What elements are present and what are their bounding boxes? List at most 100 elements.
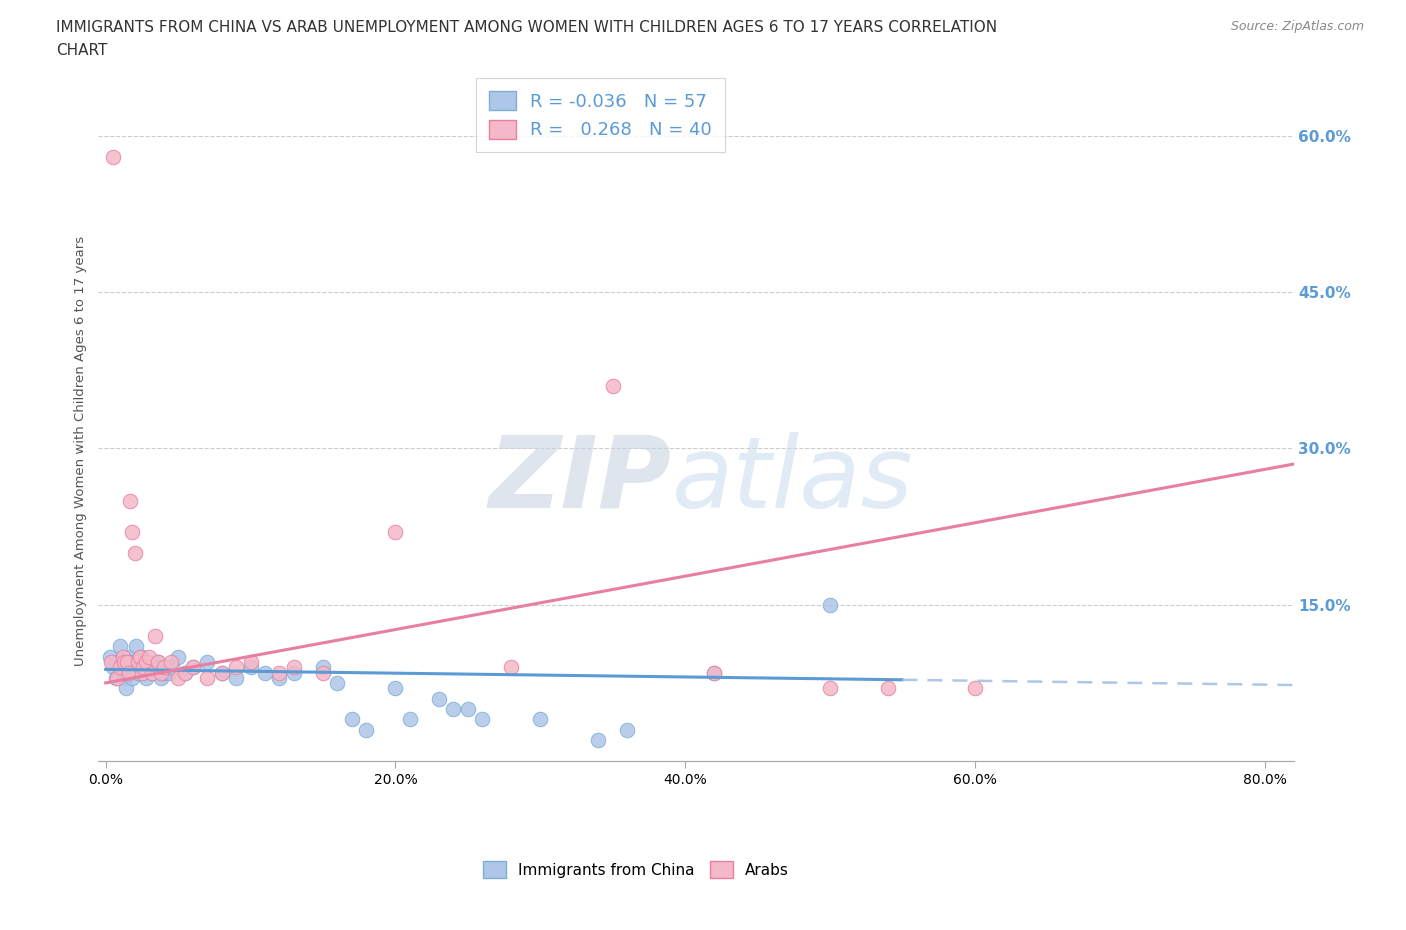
Point <box>112 649 135 664</box>
Point <box>174 665 197 680</box>
Y-axis label: Unemployment Among Women with Children Ages 6 to 17 years: Unemployment Among Women with Children A… <box>75 236 87 666</box>
Point <box>181 660 204 675</box>
Point <box>117 655 139 670</box>
Point <box>146 655 169 670</box>
Point <box>138 649 160 664</box>
Point <box>98 649 121 664</box>
Point <box>356 723 378 737</box>
Point <box>384 525 406 539</box>
Point <box>586 733 609 748</box>
Text: IMMIGRANTS FROM CHINA VS ARAB UNEMPLOYMENT AMONG WOMEN WITH CHILDREN AGES 6 TO 1: IMMIGRANTS FROM CHINA VS ARAB UNEMPLOYME… <box>56 20 997 35</box>
Point <box>427 691 450 706</box>
Point <box>326 675 349 690</box>
Point <box>127 665 149 680</box>
Point <box>239 655 262 670</box>
Point <box>141 665 163 680</box>
Point <box>501 660 523 675</box>
Point <box>138 655 160 670</box>
Legend: Immigrants from China, Arabs: Immigrants from China, Arabs <box>477 856 796 884</box>
Point <box>195 671 218 685</box>
Point <box>108 660 131 675</box>
Point <box>124 655 146 670</box>
Point <box>110 655 132 670</box>
Point <box>131 649 153 664</box>
Point <box>703 665 725 680</box>
Point <box>312 660 335 675</box>
Point <box>120 493 142 508</box>
Point <box>602 379 624 393</box>
Text: CHART: CHART <box>56 43 108 58</box>
Point <box>115 681 138 696</box>
Point <box>128 660 150 675</box>
Point <box>104 671 127 685</box>
Point <box>818 597 841 612</box>
Point <box>225 671 247 685</box>
Point <box>105 671 128 685</box>
Point <box>152 665 174 680</box>
Point <box>127 655 149 670</box>
Point <box>135 655 157 670</box>
Point <box>225 660 247 675</box>
Point <box>167 671 190 685</box>
Point <box>529 712 551 727</box>
Point <box>129 655 152 670</box>
Point <box>471 712 494 727</box>
Point <box>152 660 174 675</box>
Point <box>195 655 218 670</box>
Text: ZIP: ZIP <box>489 432 672 529</box>
Point <box>703 665 725 680</box>
Point <box>132 660 155 675</box>
Point <box>125 639 148 654</box>
Point <box>149 665 172 680</box>
Point <box>100 655 122 670</box>
Point <box>108 639 131 654</box>
Point <box>134 660 156 675</box>
Point <box>112 660 135 675</box>
Point <box>160 655 183 670</box>
Point <box>141 665 163 680</box>
Point <box>269 671 291 685</box>
Point <box>167 649 190 664</box>
Point <box>129 649 152 664</box>
Point <box>312 665 335 680</box>
Point <box>117 665 139 680</box>
Point <box>269 665 291 680</box>
Point <box>114 655 136 670</box>
Point <box>211 665 233 680</box>
Text: atlas: atlas <box>672 432 914 529</box>
Point <box>120 655 142 670</box>
Point <box>124 545 146 560</box>
Point <box>131 665 153 680</box>
Point <box>174 665 197 680</box>
Point <box>135 671 157 685</box>
Point <box>616 723 638 737</box>
Point <box>877 681 900 696</box>
Point <box>101 660 124 675</box>
Point <box>384 681 406 696</box>
Point <box>157 665 180 680</box>
Text: Source: ZipAtlas.com: Source: ZipAtlas.com <box>1230 20 1364 33</box>
Point <box>211 665 233 680</box>
Point <box>181 660 204 675</box>
Point <box>114 671 136 685</box>
Point <box>146 655 169 670</box>
Point <box>132 665 155 680</box>
Point <box>253 665 276 680</box>
Point <box>101 149 124 164</box>
Point <box>122 660 145 675</box>
Point <box>121 525 143 539</box>
Point <box>239 660 262 675</box>
Point <box>457 701 479 716</box>
Point <box>283 660 305 675</box>
Point <box>399 712 422 727</box>
Point <box>162 660 184 675</box>
Point <box>121 671 143 685</box>
Point <box>283 665 305 680</box>
Point <box>118 665 141 680</box>
Point <box>963 681 986 696</box>
Point <box>441 701 464 716</box>
Point <box>105 655 128 670</box>
Point <box>143 660 166 675</box>
Point <box>340 712 363 727</box>
Point <box>155 660 177 675</box>
